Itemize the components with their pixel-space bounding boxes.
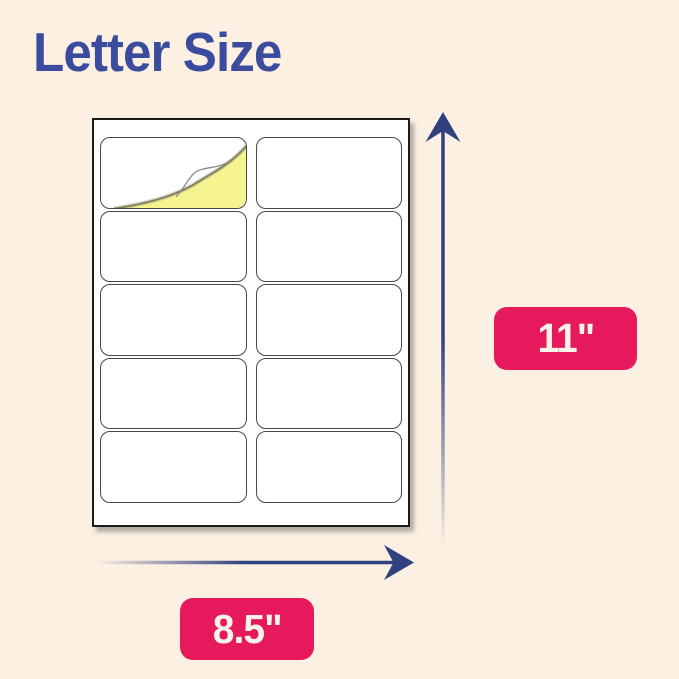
right-arrow-icon [96, 545, 414, 580]
width-badge-label: 8.5" [212, 605, 283, 652]
page-title: Letter Size [33, 21, 282, 83]
label-sheet [92, 118, 410, 527]
label-cell [100, 431, 247, 503]
label-cell [255, 284, 402, 356]
label-cell [100, 210, 247, 283]
label-cell [255, 137, 402, 209]
label-cell [255, 357, 402, 430]
label-cell [255, 431, 402, 503]
label-cell [100, 357, 247, 430]
label-cell [255, 210, 402, 283]
height-badge-label: 11" [537, 315, 595, 361]
width-badge: 8.5" [180, 598, 314, 660]
height-badge: 11" [494, 307, 637, 370]
label-cell-peeled [100, 137, 247, 209]
up-arrow-icon [425, 112, 461, 545]
label-peel-graphic [113, 144, 246, 208]
label-cell [100, 284, 247, 356]
